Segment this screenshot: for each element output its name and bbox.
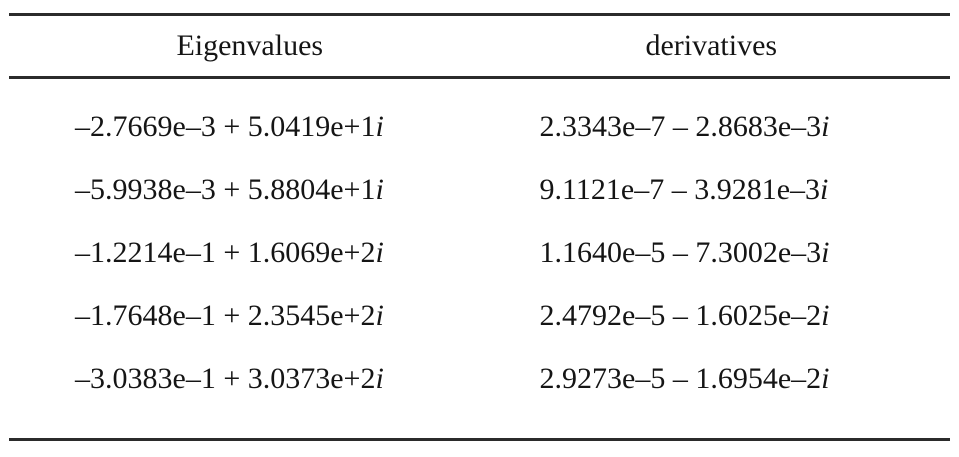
bottom-spacer <box>0 410 959 438</box>
eigenvalue-text: –2.7669e–3 + 5.0419e+1 <box>75 109 376 143</box>
eigenvalue-text: –3.0383e–1 + 3.0373e+2 <box>75 361 376 395</box>
derivative-text: 9.1121e–7 – 3.9281e–3 <box>539 172 821 206</box>
derivative-cell: 9.1121e–7 – 3.9281e–3i <box>480 173 959 207</box>
imaginary-unit: i <box>820 172 829 206</box>
table-bottom-rule <box>9 438 950 441</box>
eigenvalue-text: –5.9938e–3 + 5.8804e+1 <box>75 172 376 206</box>
eigenvalue-cell: –3.0383e–1 + 3.0373e+2i <box>0 362 480 396</box>
imaginary-unit: i <box>821 298 830 332</box>
derivative-text: 1.1640e–5 – 7.3002e–3 <box>539 235 822 269</box>
eigenvalue-cell: –1.7648e–1 + 2.3545e+2i <box>0 299 480 333</box>
eigenvalue-cell: –5.9938e–3 + 5.8804e+1i <box>0 173 480 207</box>
table-body: –2.7669e–3 + 5.0419e+1i 2.3343e–7 – 2.86… <box>0 79 959 410</box>
derivative-cell: 2.3343e–7 – 2.8683e–3i <box>480 110 959 144</box>
derivative-text: 2.9273e–5 – 1.6954e–2 <box>539 361 822 395</box>
column-header-derivatives: derivatives <box>645 29 778 62</box>
table-row: –1.2214e–1 + 1.6069e+2i 1.1640e–5 – 7.30… <box>0 221 959 284</box>
table-row: –5.9938e–3 + 5.8804e+1i 9.1121e–7 – 3.92… <box>0 158 959 221</box>
eigenvalue-text: –1.2214e–1 + 1.6069e+2 <box>75 235 376 269</box>
derivative-text: 2.3343e–7 – 2.8683e–3 <box>539 109 822 143</box>
imaginary-unit: i <box>375 172 384 206</box>
eigenvalue-text: –1.7648e–1 + 2.3545e+2 <box>75 298 376 332</box>
table-row: –2.7669e–3 + 5.0419e+1i 2.3343e–7 – 2.86… <box>0 95 959 158</box>
imaginary-unit: i <box>821 235 830 269</box>
imaginary-unit: i <box>375 361 384 395</box>
derivative-cell: 2.4792e–5 – 1.6025e–2i <box>480 299 959 333</box>
eigenvalue-cell: –2.7669e–3 + 5.0419e+1i <box>0 110 480 144</box>
table-row: –3.0383e–1 + 3.0373e+2i 2.9273e–5 – 1.69… <box>0 347 959 410</box>
imaginary-unit: i <box>375 235 384 269</box>
derivative-text: 2.4792e–5 – 1.6025e–2 <box>539 298 822 332</box>
column-header-eigenvalues: Eigenvalues <box>176 29 324 62</box>
table-row: –1.7648e–1 + 2.3545e+2i 2.4792e–5 – 1.60… <box>0 284 959 347</box>
imaginary-unit: i <box>821 361 830 395</box>
table-header-row: Eigenvalues derivatives <box>0 16 959 76</box>
derivative-cell: 2.9273e–5 – 1.6954e–2i <box>480 362 959 396</box>
eigenvalue-cell: –1.2214e–1 + 1.6069e+2i <box>0 236 480 270</box>
imaginary-unit: i <box>375 298 384 332</box>
imaginary-unit: i <box>821 109 830 143</box>
table-header-rule <box>9 76 950 79</box>
table-top-rule <box>9 13 950 16</box>
top-margin <box>0 0 959 13</box>
derivative-cell: 1.1640e–5 – 7.3002e–3i <box>480 236 959 270</box>
imaginary-unit: i <box>375 109 384 143</box>
